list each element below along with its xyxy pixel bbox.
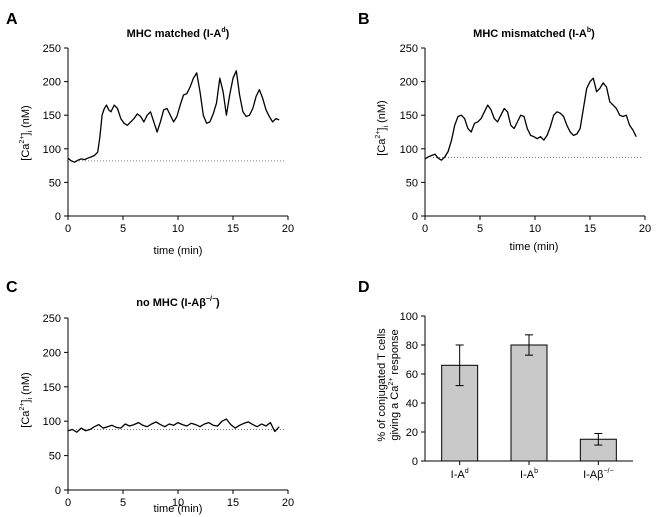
panel-c-series-line: [67, 418, 280, 433]
panel-a-ytick-label: 200: [43, 77, 61, 89]
panel-c-ytick-label: 250: [43, 313, 61, 325]
panel-c-xtick-label: 5: [120, 497, 126, 509]
panel-a-ytick-label: 100: [43, 144, 61, 156]
panel-b-axes: 0 50 100 150 200 250 0 5 10 15 20: [400, 43, 651, 235]
panel-b-series-line: [424, 77, 637, 161]
panel-a-xtick-label: 20: [282, 223, 294, 235]
panel-c: C no MHC (I-Aβ−/−) 0 50 100 150 200 250 0 5 10 15…: [6, 279, 294, 515]
panel-d-bar: [510, 344, 548, 462]
panel-d-ytick-label: 100: [400, 311, 418, 323]
panel-a-letter: A: [6, 11, 18, 28]
panel-a-ytick-label: 250: [43, 43, 61, 55]
panel-d-ytick-label: 0: [412, 456, 418, 468]
panel-c-xtick-label: 15: [227, 497, 239, 509]
panel-d-ytick-label: 20: [406, 427, 418, 439]
panel-a-ytick-label: 50: [49, 177, 61, 189]
panel-c-axes: 0 50 100 150 200 250 0 5 10 15 20: [43, 313, 294, 509]
panel-c-ytick-label: 150: [43, 382, 61, 394]
panel-b-ytick-label: 0: [412, 211, 418, 223]
panel-b-ytick-label: 100: [400, 144, 418, 156]
panel-b-ytick-label: 200: [400, 77, 418, 89]
panel-b-ytick-label: 250: [400, 43, 418, 55]
panel-d-ylabel-line1: % of conjugated T cells: [376, 328, 388, 442]
panel-c-ytick-label: 0: [55, 485, 61, 497]
panel-d: D 0 20 40 60 80 100 I-Ad I-Ab I-Aβ−/− % of conju…: [358, 279, 633, 481]
panel-b-ytick-label: 50: [406, 177, 418, 189]
panel-d-letter: D: [358, 279, 370, 296]
panel-c-xlabel: time (min): [154, 503, 203, 515]
panel-a-ytick-label: 0: [55, 211, 61, 223]
panel-a-xtick-label: 0: [65, 223, 71, 235]
panel-a: A MHC matched (I-Ad) 0 50 100 150 200 250 0 5 10…: [6, 11, 294, 257]
panel-a-ytick-label: 150: [43, 110, 61, 122]
panel-d-ytick-label: 80: [406, 340, 418, 352]
panel-b-xtick-label: 0: [422, 223, 428, 235]
panel-d-ytick-label: 40: [406, 398, 418, 410]
panel-b-ylabel: [Ca2+]i (nM): [375, 100, 390, 155]
panel-d-category-label: I-Ab: [520, 468, 538, 481]
panel-b-xtick-label: 20: [639, 223, 651, 235]
panel-a-series-line: [67, 70, 280, 163]
panel-a-xtick-label: 10: [172, 223, 184, 235]
panel-b-ytick-label: 150: [400, 110, 418, 122]
panel-c-xtick-label: 0: [65, 497, 71, 509]
panel-d-ylabel-line2: giving a Ca2+ response: [388, 329, 401, 440]
panel-c-ytick-label: 100: [43, 416, 61, 428]
panel-a-axes: 0 50 100 150 200 250 0 5 10 15 20: [43, 43, 294, 235]
panel-d-category-label: I-Aβ−/−: [583, 468, 614, 481]
panel-d-category-label: I-Ad: [451, 468, 469, 481]
panel-a-xtick-label: 5: [120, 223, 126, 235]
panel-b-xtick-label: 10: [529, 223, 541, 235]
panel-c-xtick-label: 20: [282, 497, 294, 509]
panel-a-xtick-label: 15: [227, 223, 239, 235]
panel-d-ytick-label: 60: [406, 369, 418, 381]
panel-b-letter: B: [358, 11, 370, 28]
panel-c-title: no MHC (I-Aβ−/−): [136, 296, 220, 309]
panel-d-axes: 0 20 40 60 80 100 I-Ad I-Ab I-Aβ−/−: [400, 311, 633, 481]
panel-b-xtick-label: 15: [584, 223, 596, 235]
panel-a-title: MHC matched (I-Ad): [127, 27, 230, 40]
panel-c-xtick-label: 10: [172, 497, 184, 509]
panel-c-letter: C: [6, 279, 18, 296]
panel-b-xtick-label: 5: [477, 223, 483, 235]
panel-a-xlabel: time (min): [154, 245, 203, 257]
panel-b-xlabel: time (min): [510, 241, 559, 253]
panel-b: B MHC mismatched (I-Ab) 0501001502002500…: [358, 11, 651, 253]
panel-c-ylabel: [Ca2+]i (nM): [19, 372, 34, 427]
panel-c-ytick-label: 50: [49, 451, 61, 463]
panel-b-title: MHC mismatched (I-Ab): [473, 27, 595, 40]
panel-c-ytick-label: 200: [43, 347, 61, 359]
panel-a-ylabel: [Ca2+]i (nM): [19, 105, 34, 160]
